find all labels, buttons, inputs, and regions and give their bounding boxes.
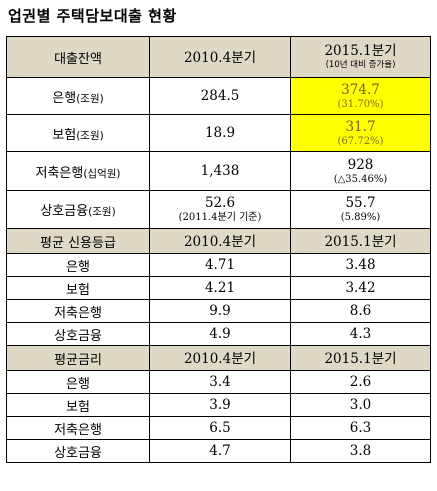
balance-row-insurance: 보험(조원) 18.9 31.7 (67.72%) <box>6 114 431 152</box>
balance-value-2010-text: 284.5 <box>200 87 240 104</box>
rate-value-2010: 3.4 <box>149 370 291 394</box>
credit-row-name: 보험 <box>6 276 150 300</box>
balance-row-unit: (십억원) <box>83 167 121 180</box>
balance-value-2010-text: 18.9 <box>204 124 236 141</box>
balance-value-2010: 284.5 <box>149 77 291 115</box>
rate-value-2010: 6.5 <box>149 416 291 440</box>
credit-header-label: 평균 신용등급 <box>6 228 150 254</box>
credit-value-2010: 4.21 <box>149 276 291 300</box>
rate-row-savings-bank: 저축은행 6.5 6.3 <box>6 416 431 440</box>
rate-row-name: 상호금융 <box>6 439 150 463</box>
rate-header-2010: 2010.4분기 <box>149 345 291 371</box>
balance-value-2015: 374.7 (31.70%) <box>290 77 431 115</box>
rate-row-name: 저축은행 <box>6 416 150 440</box>
credit-value-2010: 4.71 <box>149 253 291 277</box>
balance-header-2015: 2015.1분기 (10년 대비 증가율) <box>290 36 431 78</box>
credit-row-insurance: 보험 4.21 3.42 <box>6 276 431 300</box>
balance-value-2010: 18.9 <box>149 114 291 152</box>
credit-header-2010: 2010.4분기 <box>149 228 291 254</box>
balance-base-note: (2011.4분기 기준) <box>178 212 262 223</box>
balance-row-label: 저축은행(십억원) <box>6 151 150 191</box>
balance-value-2015-text: 31.7 <box>345 118 376 135</box>
balance-growth-rate: (31.70%) <box>337 98 384 110</box>
balance-value-2015: 31.7 (67.72%) <box>290 114 431 152</box>
balance-row-unit: (조원) <box>88 206 116 218</box>
balance-value-2015: 928 (△35.46%) <box>290 151 431 191</box>
balance-growth-rate: (67.72%) <box>337 135 384 147</box>
balance-row-name: 은행 <box>52 90 77 106</box>
credit-row-name: 은행 <box>6 253 150 277</box>
balance-header-2010: 2010.4분기 <box>149 36 291 78</box>
balance-header-2015-note: (10년 대비 증가율) <box>325 60 396 70</box>
balance-row-label: 은행(조원) <box>6 77 150 115</box>
rate-value-2015: 3.0 <box>290 393 431 417</box>
credit-value-2015: 3.42 <box>290 276 431 300</box>
balance-header-label: 대출잔액 <box>6 36 150 78</box>
balance-value-2015-text: 55.7 <box>345 195 376 211</box>
rate-header-2015-text: 2015.1분기 <box>324 351 397 367</box>
balance-row-savings-bank: 저축은행(십억원) 1,438 928 (△35.46%) <box>6 151 431 191</box>
credit-row-savings-bank: 저축은행 9.9 8.6 <box>6 299 431 323</box>
balance-row-bank: 은행(조원) 284.5 374.7 (31.70%) <box>6 77 431 115</box>
rate-value-2015: 6.3 <box>290 416 431 440</box>
rate-header-2010-text: 2010.4분기 <box>183 351 257 367</box>
rate-row-name: 보험 <box>6 393 150 417</box>
balance-header-2010-text: 2010.4분기 <box>183 50 257 66</box>
credit-value-2015: 8.6 <box>290 299 431 323</box>
balance-value-2015-text: 374.7 <box>341 81 380 98</box>
balance-row-name: 상호금융 <box>40 204 89 219</box>
mortgage-loan-table: 대출잔액 2010.4분기 2015.1분기 (10년 대비 증가율) 은행(조… <box>6 36 431 463</box>
rate-header-label: 평균금리 <box>6 345 150 371</box>
rate-value-2010: 4.7 <box>149 439 291 463</box>
balance-value-2015: 55.7 (5.89%) <box>290 190 431 229</box>
balance-value-2015-text: 928 <box>347 156 374 173</box>
balance-row-mutual-finance: 상호금융(조원) 52.6 (2011.4분기 기준) 55.7 (5.89%) <box>6 190 431 229</box>
rate-value-2015: 2.6 <box>290 370 431 394</box>
rate-row-mutual-finance: 상호금융 4.7 3.8 <box>6 439 431 463</box>
balance-value-2010: 1,438 <box>149 151 291 191</box>
rate-header-2015: 2015.1분기 <box>290 345 431 371</box>
rate-header-row: 평균금리 2010.4분기 2015.1분기 <box>6 345 431 371</box>
credit-row-name: 저축은행 <box>6 299 150 323</box>
balance-row-label: 보험(조원) <box>6 114 150 152</box>
credit-value-2010: 4.9 <box>149 322 291 346</box>
credit-row-mutual-finance: 상호금융 4.9 4.3 <box>6 322 431 346</box>
balance-row-name: 저축은행 <box>35 165 84 181</box>
credit-header-2010-text: 2010.4분기 <box>183 234 257 250</box>
credit-row-bank: 은행 4.71 3.48 <box>6 253 431 277</box>
balance-row-unit: (조원) <box>76 92 104 105</box>
rate-row-insurance: 보험 3.9 3.0 <box>6 393 431 417</box>
balance-value-2010-text: 1,438 <box>200 162 240 179</box>
page-title: 업권별 주택담보대출 현황 <box>8 7 177 25</box>
credit-value-2010: 9.9 <box>149 299 291 323</box>
balance-row-name: 보험 <box>52 127 77 143</box>
balance-value-2010-text: 52.6 <box>204 195 236 211</box>
credit-header-2015-text: 2015.1분기 <box>324 234 397 250</box>
credit-value-2015: 3.48 <box>290 253 431 277</box>
rate-value-2010: 3.9 <box>149 393 291 417</box>
credit-value-2015: 4.3 <box>290 322 431 346</box>
balance-growth-rate: (5.89%) <box>340 212 381 223</box>
balance-row-unit: (조원) <box>76 129 104 142</box>
rate-value-2015: 3.8 <box>290 439 431 463</box>
balance-header-row: 대출잔액 2010.4분기 2015.1분기 (10년 대비 증가율) <box>6 36 431 78</box>
balance-growth-rate: (△35.46%) <box>333 173 388 185</box>
credit-row-name: 상호금융 <box>6 322 150 346</box>
rate-row-bank: 은행 3.4 2.6 <box>6 370 431 394</box>
credit-header-2015: 2015.1분기 <box>290 228 431 254</box>
balance-value-2010: 52.6 (2011.4분기 기준) <box>149 190 291 229</box>
balance-row-label: 상호금융(조원) <box>6 190 150 229</box>
rate-row-name: 은행 <box>6 370 150 394</box>
balance-header-2015-text: 2015.1분기 <box>324 43 397 59</box>
credit-header-row: 평균 신용등급 2010.4분기 2015.1분기 <box>6 228 431 254</box>
